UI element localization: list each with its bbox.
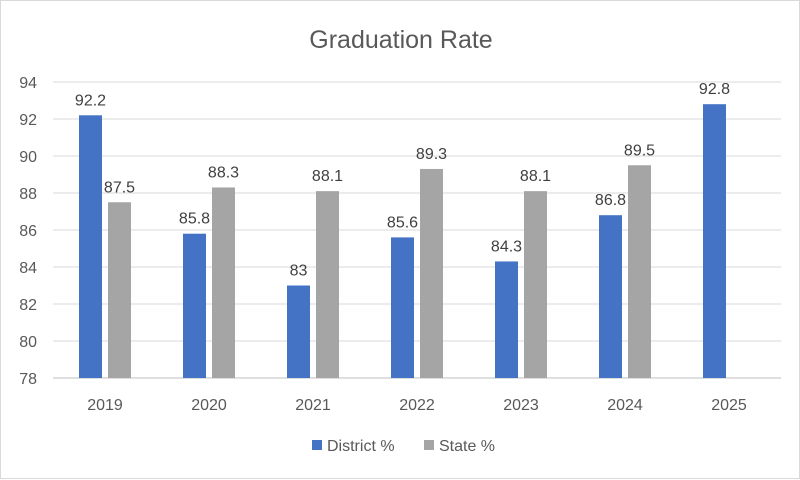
data-label: 88.3 [208, 164, 239, 181]
data-label: 85.6 [387, 214, 418, 231]
x-tick-label: 2024 [607, 397, 643, 414]
x-tick-label: 2025 [711, 397, 747, 414]
data-label: 87.5 [104, 179, 135, 196]
data-label: 83 [290, 263, 308, 280]
bar-district-2020 [183, 233, 206, 378]
x-tick-label: 2021 [295, 397, 331, 414]
y-tick-label: 90 [19, 149, 37, 166]
chart-title: Graduation Rate [309, 26, 492, 54]
bar-state-2020 [212, 187, 235, 378]
bar-district-2019 [79, 115, 102, 379]
bar-state-2023 [524, 191, 547, 378]
bar-district-2024 [599, 215, 622, 378]
y-tick-label: 94 [19, 75, 37, 92]
legend-swatch [424, 440, 434, 450]
bar-state-2021 [316, 191, 339, 378]
bar-district-2023 [495, 261, 518, 378]
data-label: 84.3 [491, 238, 522, 255]
x-tick-label: 2019 [87, 397, 123, 414]
data-label: 88.1 [520, 168, 551, 185]
bar-state-2024 [628, 165, 651, 378]
x-tick-label: 2022 [399, 397, 435, 414]
legend-swatch [312, 440, 322, 450]
legend-label: District % [327, 438, 395, 455]
bar-state-2022 [420, 168, 443, 378]
legend: District % State % [312, 438, 495, 455]
data-label: 85.8 [179, 211, 210, 228]
bar-state-2019 [108, 202, 131, 378]
y-tick-label: 78 [19, 371, 37, 388]
bar-district-2022 [391, 237, 414, 378]
legend-label: State % [439, 438, 495, 455]
y-tick-label: 88 [19, 186, 37, 203]
bar-district-2021 [287, 285, 310, 378]
data-label: 89.3 [416, 146, 447, 163]
x-tick-label: 2020 [191, 397, 227, 414]
data-label: 92.2 [75, 92, 106, 109]
y-tick-label: 86 [19, 223, 37, 240]
y-tick-label: 84 [19, 260, 37, 277]
y-tick-label: 80 [19, 334, 37, 351]
data-label: 92.8 [699, 81, 730, 98]
data-label: 88.1 [312, 168, 343, 185]
data-label: 89.5 [624, 142, 655, 159]
y-tick-label: 82 [19, 297, 37, 314]
bar-district-2025 [703, 104, 726, 378]
y-tick-label: 92 [19, 112, 37, 129]
data-label: 86.8 [595, 192, 626, 209]
x-tick-label: 2023 [503, 397, 539, 414]
